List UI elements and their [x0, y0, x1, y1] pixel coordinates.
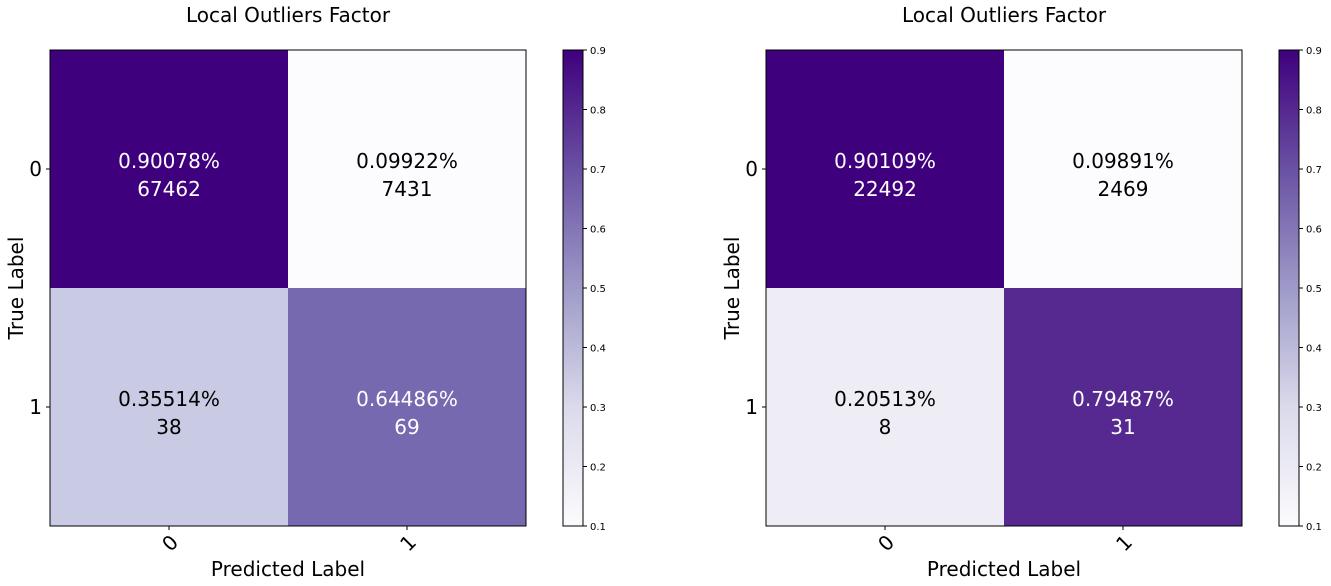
cell-percent-label: 0.79487%	[1072, 387, 1174, 411]
y-axis-label: True Label	[4, 237, 28, 341]
x-axis-label: Predicted Label	[927, 557, 1081, 581]
cell-count-label: 67462	[137, 177, 201, 201]
cell-percent-label: 0.64486%	[356, 387, 458, 411]
heatmap-cell	[288, 50, 526, 288]
colorbar-tick-label: 0.9	[590, 46, 606, 57]
x-tick-label: 0	[157, 530, 183, 556]
colorbar-tick-label: 0.1	[1306, 522, 1322, 533]
cell-count-label: 69	[394, 415, 419, 439]
heatmap-panel-0: Local Outliers Factor 0.90078% 67462 0.0992…	[4, 3, 606, 581]
chart-title: Local Outliers Factor	[186, 3, 391, 27]
colorbar-tick-label: 0.8	[1306, 106, 1322, 117]
cell-count-label: 8	[879, 415, 892, 439]
heatmap-cell	[1004, 50, 1242, 288]
cell-count-label: 2469	[1098, 177, 1149, 201]
cell-count-label: 38	[156, 415, 181, 439]
heatmap-cell	[1004, 288, 1242, 526]
cell-percent-label: 0.90078%	[118, 149, 220, 173]
chart-title: Local Outliers Factor	[902, 3, 1107, 27]
colorbar-tick-label: 0.8	[590, 106, 606, 117]
x-tick-label: 1	[395, 530, 421, 556]
cell-count-label: 22492	[853, 177, 917, 201]
colorbar	[1278, 49, 1300, 527]
cell-count-label: 7431	[382, 177, 433, 201]
y-tick-label: 0	[745, 157, 758, 181]
cell-percent-label: 0.35514%	[118, 387, 220, 411]
y-tick-label: 0	[29, 157, 42, 181]
x-tick-label: 1	[1111, 530, 1137, 556]
colorbar-tick-label: 0.2	[590, 463, 606, 474]
y-axis-label: True Label	[720, 237, 744, 341]
colorbar-tick-label: 0.4	[590, 344, 606, 355]
colorbar-tick-label: 0.5	[1306, 284, 1322, 295]
colorbar-tick-label: 0.6	[1306, 225, 1322, 236]
cell-count-label: 31	[1110, 415, 1135, 439]
colorbar-tick-label: 0.4	[1306, 344, 1322, 355]
colorbar-tick-label: 0.2	[1306, 463, 1322, 474]
colorbar	[562, 49, 584, 527]
cell-percent-label: 0.09922%	[356, 149, 458, 173]
colorbar-tick-label: 0.9	[1306, 46, 1322, 57]
colorbar-tick-label: 0.7	[1306, 165, 1322, 176]
x-axis-label: Predicted Label	[211, 557, 365, 581]
heatmap-frame	[49, 49, 527, 527]
cell-percent-label: 0.09891%	[1072, 149, 1174, 173]
cell-percent-label: 0.90109%	[834, 149, 936, 173]
heatmap-cell	[288, 288, 526, 526]
y-tick-label: 1	[745, 395, 758, 419]
heatmap-cell	[766, 50, 1004, 288]
heatmap-cell	[50, 50, 288, 288]
colorbar-tick-label: 0.3	[1306, 403, 1322, 414]
heatmap-frame	[765, 49, 1243, 527]
colorbar-tick-label: 0.5	[590, 284, 606, 295]
y-tick-label: 1	[29, 395, 42, 419]
heatmap-cell	[766, 288, 1004, 526]
colorbar-tick-label: 0.7	[590, 165, 606, 176]
x-tick-label: 0	[873, 530, 899, 556]
heatmap-panel-1: Local Outliers Factor 0.90109% 22492 0.0989…	[720, 3, 1322, 581]
cell-percent-label: 0.20513%	[834, 387, 936, 411]
colorbar-tick-label: 0.6	[590, 225, 606, 236]
heatmap-cell	[50, 288, 288, 526]
colorbar-tick-label: 0.1	[590, 522, 606, 533]
colorbar-tick-label: 0.3	[590, 403, 606, 414]
